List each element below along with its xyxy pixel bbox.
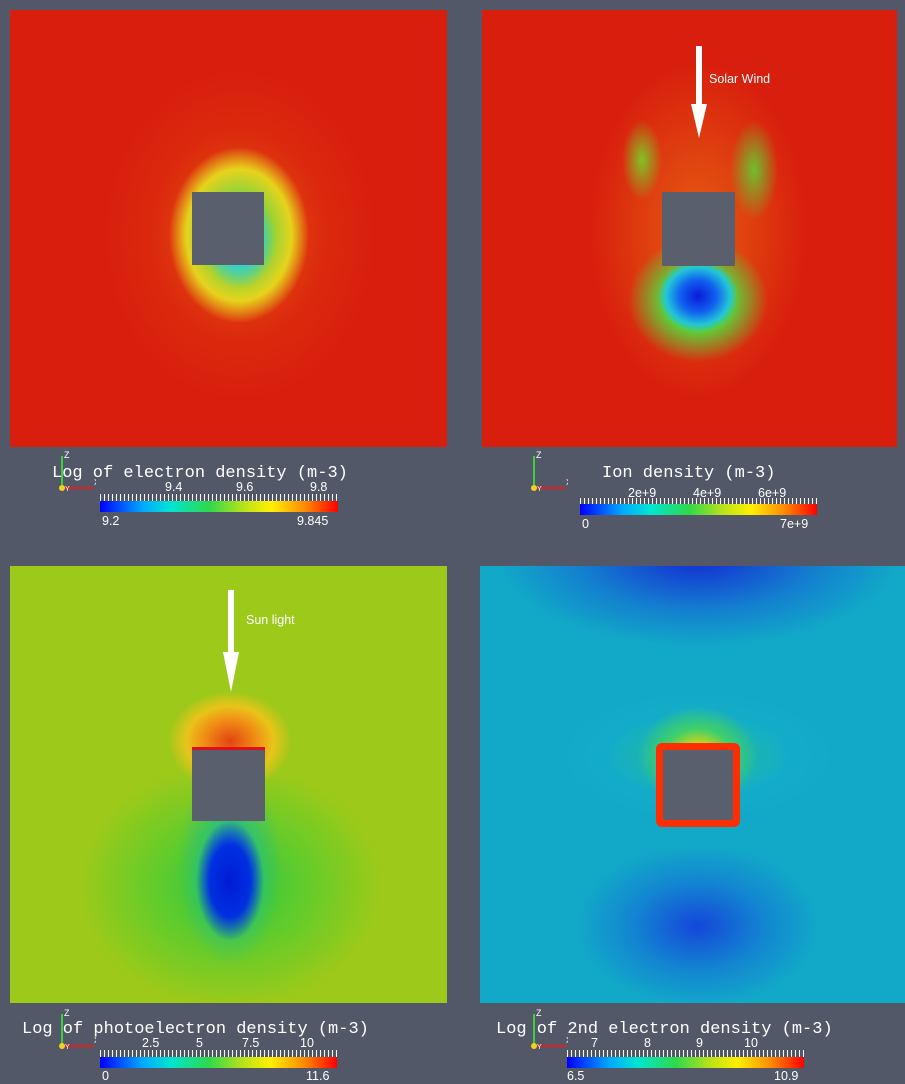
spacecraft-cube (663, 750, 733, 820)
axis-y-label: Y (65, 1044, 70, 1051)
photoelectron-density-panel: Sun light Z Y X Log of photoelectron den… (0, 560, 452, 1084)
tick-label: 7.5 (242, 1036, 260, 1050)
axis-x-label: X (94, 1036, 96, 1045)
axis-y-label: Y (537, 1044, 542, 1051)
spacecraft-cube (192, 750, 265, 821)
tick-label: 9.4 (165, 480, 183, 494)
axis-z-label: Z (64, 1008, 70, 1018)
tick-label: 10 (744, 1036, 758, 1050)
axis-z-label: Z (536, 1008, 542, 1018)
color-bar (100, 501, 338, 512)
spacecraft-cube (192, 192, 264, 265)
tick-label: 8 (644, 1036, 651, 1050)
orientation-axes: Z Y X (522, 1006, 568, 1052)
range-max-label: 11.6 (306, 1069, 330, 1083)
range-max-label: 9.845 (297, 514, 329, 528)
electron-density-panel: Z Y X Log of electron density (m-3) 9.4 … (0, 0, 452, 560)
tick-label: 9 (696, 1036, 703, 1050)
legend-title: Log of photoelectron density (m-3) (22, 1020, 369, 1039)
tick-label: 7 (591, 1036, 598, 1050)
axis-x-label: X (566, 478, 568, 487)
tick-marks (567, 1050, 804, 1057)
ion-density-field[interactable]: Solar Wind (482, 10, 897, 447)
axis-x-label: X (94, 478, 96, 487)
color-bar (100, 1057, 337, 1068)
range-max-label: 7e+9 (780, 517, 809, 531)
range-min-label: 6.5 (567, 1069, 585, 1083)
sunlit-face (192, 747, 265, 751)
tick-marks (100, 1050, 337, 1057)
photoelectron-density-field[interactable]: Sun light (10, 566, 447, 1003)
axis-z-label: Z (64, 450, 70, 460)
tick-label: 5 (196, 1036, 203, 1050)
range-max-label: 10.9 (774, 1069, 799, 1083)
tick-marks (100, 494, 338, 501)
tick-label: 9.6 (236, 480, 254, 494)
tick-marks (580, 498, 817, 505)
axis-x-label: X (566, 1036, 568, 1045)
axis-y-label: Y (537, 486, 542, 493)
tick-label: 9.8 (310, 480, 328, 494)
legend-title: Log of 2nd electron density (m-3) (496, 1020, 833, 1039)
ion-density-panel: Solar Wind Z Y X Ion density (m-3) 2e+9 … (452, 0, 905, 560)
solar-wind-label: Solar Wind (709, 72, 771, 86)
secondary-electron-density-panel: Z Y X Log of 2nd electron density (m-3) … (452, 560, 905, 1084)
orientation-axes: Z Y X (50, 448, 96, 494)
axis-y-label: Y (65, 486, 70, 493)
range-min-label: 0 (102, 1069, 109, 1083)
tick-label: 10 (300, 1036, 314, 1050)
orientation-axes: Z Y X (50, 1006, 96, 1052)
tick-label: 4e+9 (693, 486, 722, 500)
solar-wind-arrow-icon (691, 46, 707, 138)
tick-label: 2e+9 (628, 486, 657, 500)
legend-title: Log of electron density (m-3) (52, 464, 348, 483)
electron-density-field[interactable] (10, 10, 447, 447)
secondary-electron-density-field[interactable] (480, 566, 905, 1003)
axis-z-label: Z (536, 450, 542, 460)
tick-label: 2.5 (142, 1036, 160, 1050)
spacecraft-cube (662, 192, 735, 266)
sun-light-label: Sun light (246, 613, 295, 627)
color-bar (580, 504, 817, 515)
tick-label: 6e+9 (758, 486, 787, 500)
range-min-label: 9.2 (102, 514, 120, 528)
orientation-axes: Z Y X (522, 448, 568, 494)
range-min-label: 0 (582, 517, 589, 531)
color-bar (567, 1057, 804, 1068)
legend-title: Ion density (m-3) (602, 464, 776, 483)
sun-light-arrow-icon (223, 590, 239, 692)
